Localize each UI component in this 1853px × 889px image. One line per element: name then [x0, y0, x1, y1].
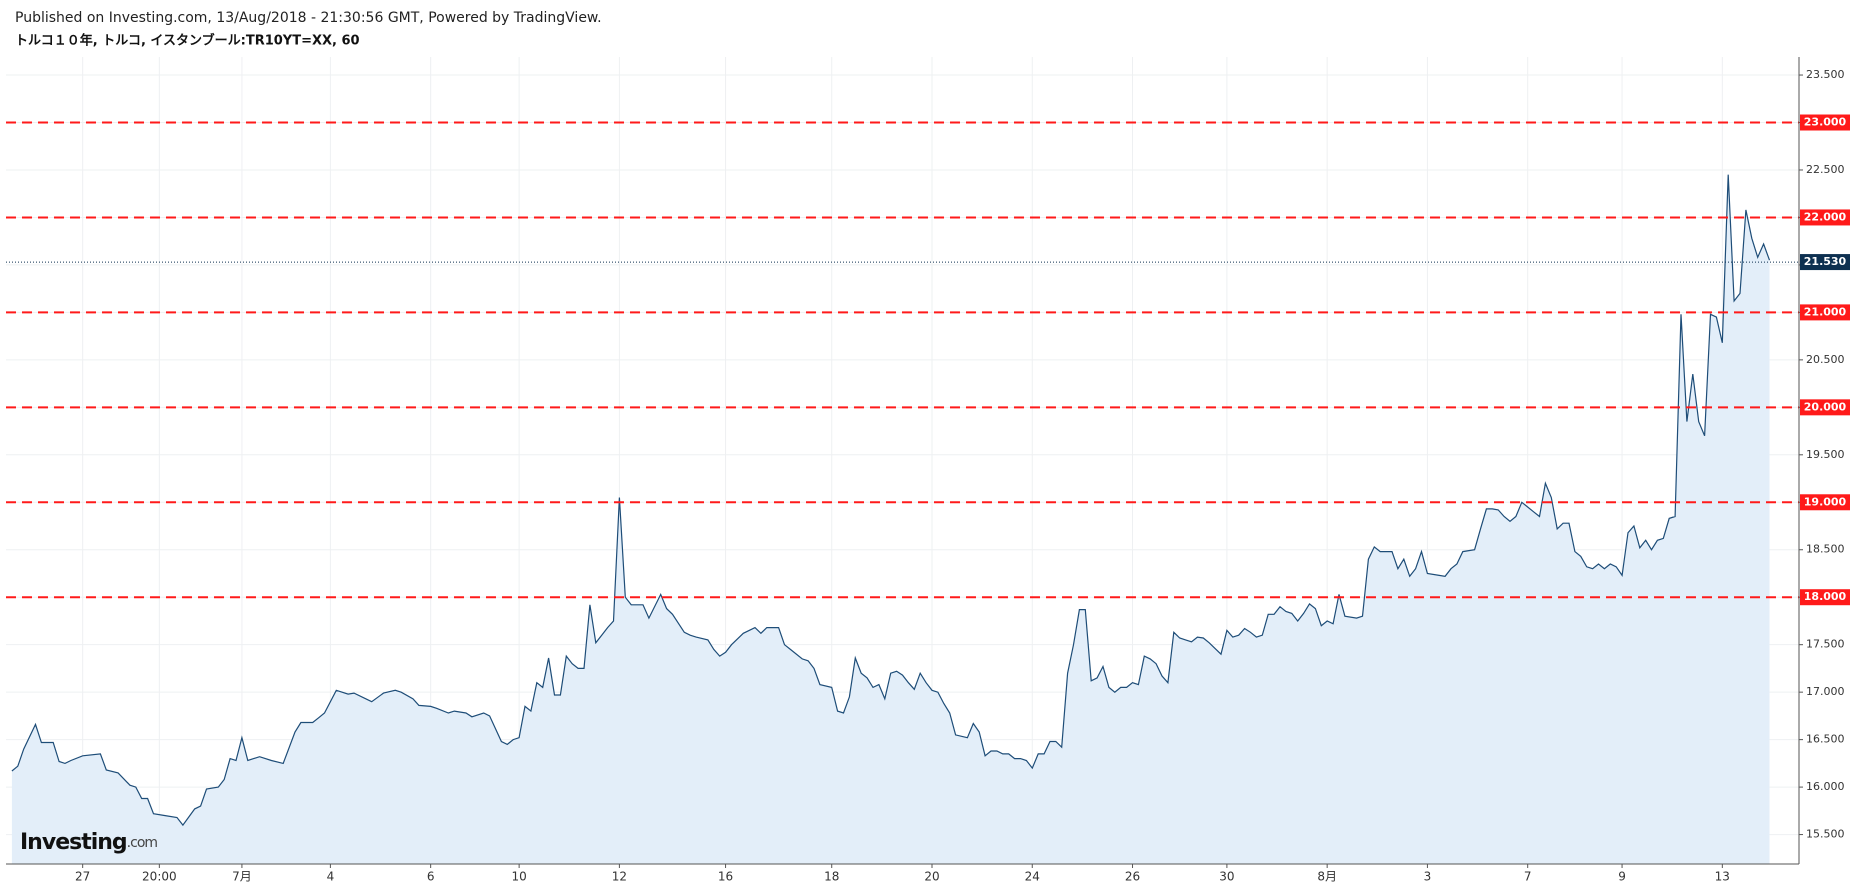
x-tick-label: 24 — [1025, 870, 1040, 884]
x-tick-label: 20 — [924, 870, 939, 884]
x-tick-label: 12 — [612, 870, 627, 884]
plot-area: 27 20:00 7月 4 6 10 12 16 18 20 24 26 30 8月 3 7 9 13 15.500… — [6, 57, 1850, 884]
x-tick-label: 10 — [511, 870, 526, 884]
y-tick-label: 19.500 — [1806, 448, 1845, 461]
x-tick-label: 7 — [1524, 870, 1532, 884]
y-tick-label: 22.500 — [1806, 163, 1845, 176]
x-tick-label: 8月 — [1317, 870, 1337, 884]
x-tick-label: 3 — [1424, 870, 1432, 884]
level-label: 22.000 — [1804, 210, 1847, 223]
x-tick-label: 13 — [1715, 870, 1730, 884]
logo-suffix: .com — [127, 835, 158, 851]
level-label: 23.000 — [1804, 116, 1847, 129]
logo: Investing.com — [20, 830, 157, 855]
x-tick-label: 20:00 — [142, 870, 177, 884]
level-label: 18.000 — [1804, 590, 1847, 603]
level-label: 20.000 — [1804, 400, 1847, 413]
last-price-label: 21.530 — [1804, 255, 1847, 268]
level-tag — [1800, 304, 1850, 321]
y-tick-label: 20.500 — [1806, 353, 1845, 366]
y-tick-label: 23.500 — [1806, 68, 1845, 81]
y-tick-label: 15.500 — [1806, 828, 1845, 841]
y-tick-label: 17.000 — [1806, 685, 1845, 698]
x-tick-label: 6 — [427, 870, 435, 884]
line — [11, 174, 1771, 827]
level-label: 19.000 — [1804, 495, 1847, 508]
x-tick-label: 16 — [718, 870, 733, 884]
logo-brand: Investing — [20, 830, 127, 855]
published-note: Published on Investing.com, 13/Aug/2018 … — [15, 10, 602, 26]
y-tick-label: 16.500 — [1806, 733, 1845, 746]
level-tag — [1800, 494, 1850, 511]
y-tick-label: 18.500 — [1806, 543, 1845, 556]
level-tag — [1800, 114, 1850, 131]
x-tick-label: 4 — [327, 870, 335, 884]
level-label: 21.000 — [1804, 305, 1847, 318]
x-tick-label: 9 — [1618, 870, 1626, 884]
y-tick-label: 17.500 — [1806, 638, 1845, 651]
x-tick-label: 27 — [75, 870, 90, 884]
y-tick-label: 16.000 — [1806, 780, 1845, 793]
level-tag — [1800, 209, 1850, 226]
level-tag — [1800, 589, 1850, 606]
x-tick-label: 7月 — [232, 870, 252, 884]
symbol-title: トルコ１０年, トルコ, イスタンブール:TR10YT=XX, 60 — [15, 33, 360, 49]
x-tick-label: 26 — [1125, 870, 1140, 884]
area — [11, 174, 1770, 864]
level-tag — [1800, 399, 1850, 416]
x-tick-label: 18 — [824, 870, 839, 884]
x-tick-label: 30 — [1219, 870, 1234, 884]
last-price-tag — [1800, 254, 1850, 271]
